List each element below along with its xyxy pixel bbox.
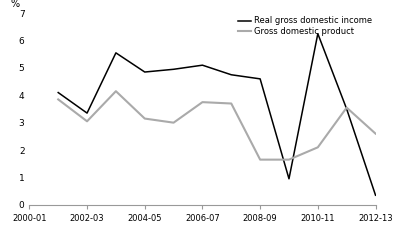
Line: Real gross domestic income: Real gross domestic income (58, 34, 376, 195)
Real gross domestic income (200, 64, 205, 67)
Gross domestic product (114, 90, 118, 93)
Real gross domestic income (344, 108, 349, 110)
Real gross domestic income (85, 112, 89, 114)
Line: Gross domestic product: Gross domestic product (58, 91, 376, 160)
Real gross domestic income (56, 91, 61, 94)
Gross domestic product (85, 120, 89, 123)
Y-axis label: %: % (11, 0, 20, 9)
Real gross domestic income (114, 52, 118, 54)
Gross domestic product (316, 146, 320, 149)
Legend: Real gross domestic income, Gross domestic product: Real gross domestic income, Gross domest… (237, 15, 374, 38)
Gross domestic product (344, 106, 349, 109)
Gross domestic product (200, 101, 205, 104)
Gross domestic product (287, 158, 291, 161)
Real gross domestic income (287, 178, 291, 180)
Real gross domestic income (316, 32, 320, 35)
Real gross domestic income (258, 77, 262, 80)
Gross domestic product (56, 98, 61, 101)
Gross domestic product (143, 117, 147, 120)
Gross domestic product (229, 102, 234, 105)
Real gross domestic income (171, 68, 176, 71)
Real gross domestic income (229, 73, 234, 76)
Gross domestic product (373, 132, 378, 135)
Gross domestic product (258, 158, 262, 161)
Gross domestic product (171, 121, 176, 124)
Real gross domestic income (373, 194, 378, 197)
Real gross domestic income (143, 71, 147, 73)
